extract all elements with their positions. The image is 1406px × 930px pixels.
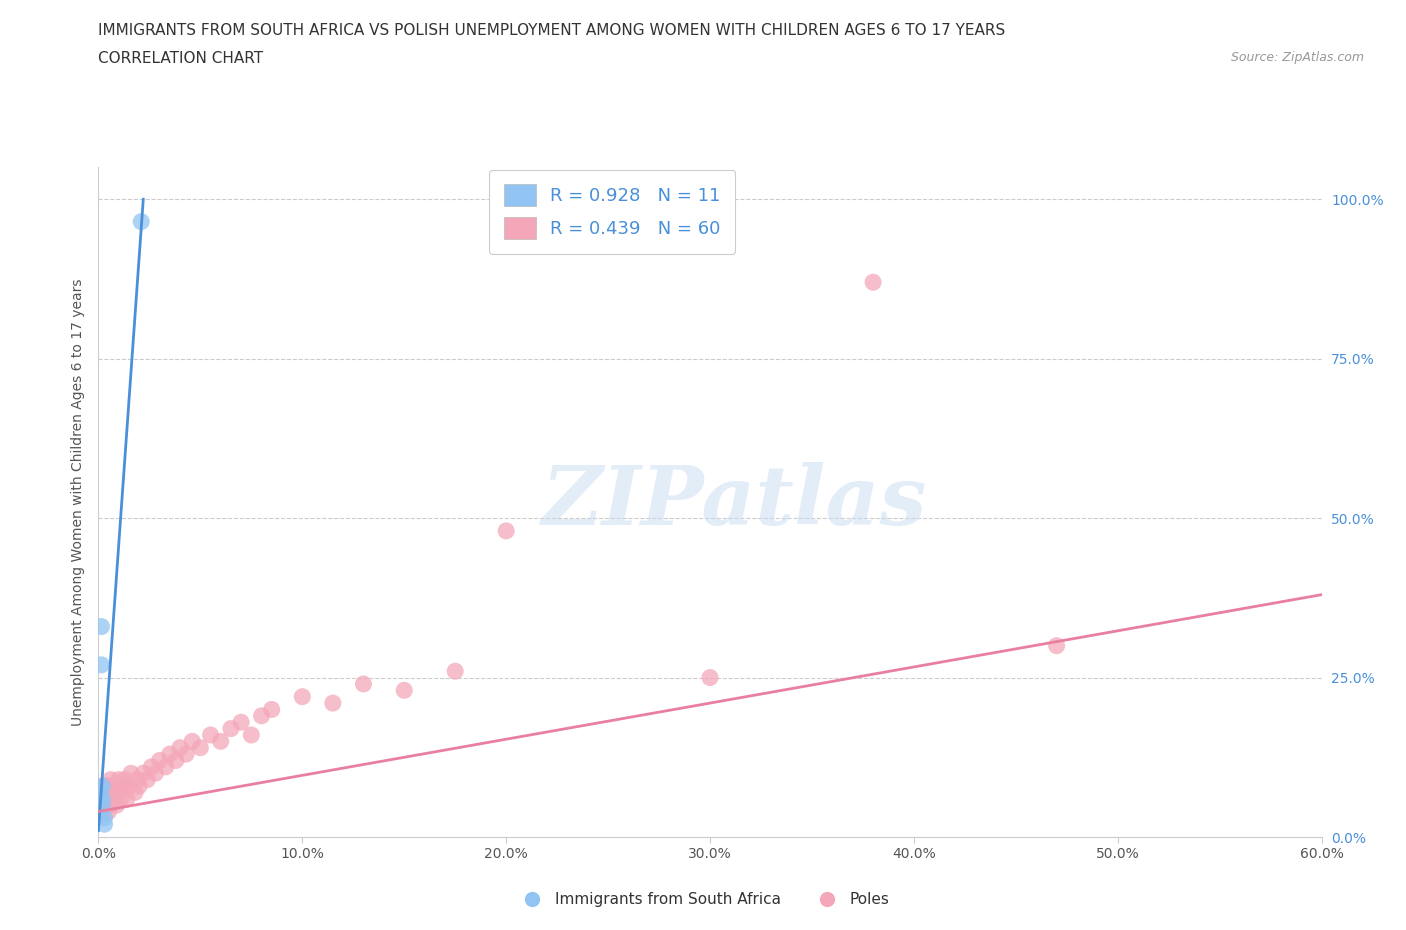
Point (291, 689, 314, 704)
Point (91, 804, 114, 819)
Point (100, 791, 122, 806)
Point (100, 772, 122, 787)
Text: IMMIGRANTS FROM SOUTH AFRICA VS POLISH UNEMPLOYMENT AMONG WOMEN WITH CHILDREN AG: IMMIGRANTS FROM SOUTH AFRICA VS POLISH U… (98, 23, 1005, 38)
Point (699, 671, 721, 685)
Point (132, 765, 155, 780)
Point (89, 804, 111, 819)
Point (105, 798, 128, 813)
Point (495, 524, 517, 538)
Point (1045, 638, 1069, 653)
Point (219, 721, 242, 736)
Point (392, 683, 416, 698)
Text: Source: ZipAtlas.com: Source: ZipAtlas.com (1230, 51, 1364, 64)
Point (120, 765, 142, 780)
Point (96, 791, 118, 806)
Point (129, 214, 152, 229)
Point (200, 727, 222, 742)
Point (260, 702, 283, 717)
Point (231, 715, 253, 730)
Point (89, 782, 111, 797)
Point (141, 760, 163, 775)
Point (89, 788, 111, 803)
Point (118, 778, 141, 793)
Legend: R = 0.928   N = 11, R = 0.439   N = 60: R = 0.928 N = 11, R = 0.439 N = 60 (489, 170, 735, 254)
Point (93, 798, 115, 813)
Point (124, 785, 146, 800)
Point (91, 798, 114, 813)
Point (444, 664, 467, 679)
Point (250, 709, 273, 724)
Point (93, 817, 115, 831)
Point (352, 676, 374, 691)
Point (104, 785, 127, 800)
Point (97, 778, 120, 793)
Point (159, 747, 181, 762)
Point (127, 772, 149, 787)
Point (91, 778, 114, 793)
Point (97, 804, 120, 819)
Point (181, 734, 204, 749)
Point (111, 778, 134, 793)
Point (96, 778, 118, 793)
Point (91, 791, 114, 806)
Legend: Immigrants from South Africa, Poles: Immigrants from South Africa, Poles (510, 886, 896, 913)
Point (91, 778, 114, 793)
Point (100, 798, 122, 813)
Point (93, 810, 115, 825)
Point (114, 772, 136, 787)
Point (89, 807, 111, 822)
Text: CORRELATION CHART: CORRELATION CHART (98, 51, 263, 66)
Point (128, 778, 150, 793)
Point (110, 791, 132, 806)
Point (862, 274, 884, 289)
Point (174, 747, 197, 762)
Text: ZIPatlas: ZIPatlas (541, 462, 927, 542)
Point (169, 740, 191, 755)
Point (322, 696, 344, 711)
Point (90, 619, 112, 634)
Point (96, 798, 118, 813)
Point (136, 772, 159, 787)
Point (209, 734, 232, 749)
Point (91, 791, 114, 806)
Point (108, 772, 131, 787)
Point (155, 760, 177, 775)
Point (149, 753, 172, 768)
Point (165, 753, 187, 768)
Point (145, 765, 167, 780)
Y-axis label: Unemployment Among Women with Children Ages 6 to 17 years: Unemployment Among Women with Children A… (70, 278, 84, 726)
Point (97, 791, 120, 806)
Point (115, 791, 138, 806)
Point (240, 727, 263, 742)
Point (93, 778, 115, 793)
Point (108, 785, 131, 800)
Point (188, 740, 212, 755)
Point (101, 791, 124, 806)
Point (93, 791, 115, 806)
Point (101, 778, 124, 793)
Point (90, 658, 112, 672)
Point (89, 791, 111, 806)
